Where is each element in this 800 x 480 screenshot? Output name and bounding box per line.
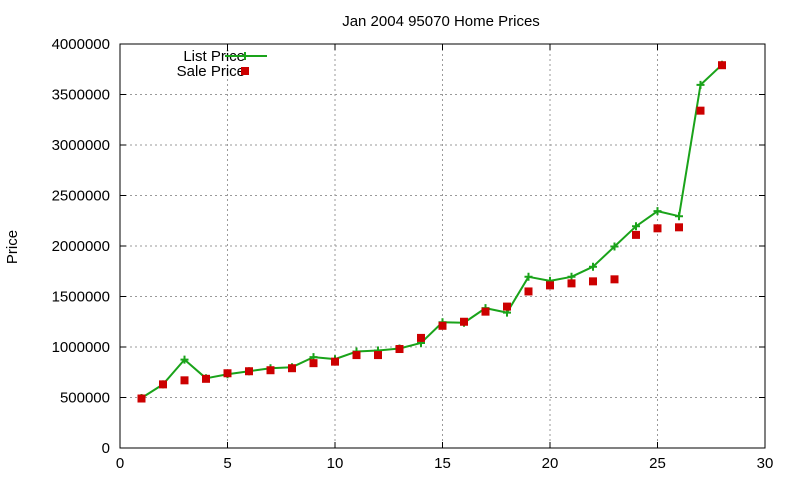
- sale-price-point: [288, 364, 296, 373]
- sale-price-point: [675, 223, 683, 232]
- y-tick-label: 4000000: [52, 36, 110, 53]
- list-price-point: [524, 272, 533, 281]
- sale-price-point: [309, 359, 318, 368]
- y-tick-label: 1500000: [52, 289, 110, 306]
- x-tick-label: 15: [434, 455, 451, 472]
- y-tick-label: 2000000: [52, 238, 110, 255]
- sale-price-point: [481, 307, 490, 316]
- y-axis-label: Price: [4, 230, 21, 264]
- series-line-list-price: [140, 63, 723, 399]
- sale-price-point: [352, 351, 361, 360]
- list-price-point: [632, 222, 640, 231]
- legend-marker-list-price: [241, 52, 249, 60]
- sale-price-point: [395, 345, 404, 354]
- sale-price-point: [266, 366, 275, 375]
- x-tick-label: 25: [649, 455, 666, 472]
- x-tick-label: 20: [542, 455, 559, 472]
- sale-price-point: [202, 374, 210, 383]
- sale-price-point: [245, 367, 253, 376]
- sale-price-point: [696, 106, 705, 115]
- y-tick-label: 500000: [60, 390, 110, 407]
- y-tick-label: 1000000: [52, 339, 110, 356]
- sale-price-point: [567, 279, 576, 288]
- y-tick-label: 2500000: [52, 188, 110, 205]
- legend: List Price Sale Price: [177, 48, 267, 80]
- sale-price-point: [503, 302, 511, 311]
- y-tick-label: 0: [102, 440, 110, 457]
- series-layer: [137, 60, 726, 403]
- sale-price-point: [438, 321, 447, 330]
- legend-label-list-price: List Price: [183, 48, 245, 65]
- chart-title: Jan 2004 95070 Home Prices: [342, 13, 540, 30]
- x-tick-label: 10: [327, 455, 344, 472]
- sale-price-point: [524, 287, 533, 296]
- list-price-point: [610, 242, 619, 251]
- sale-price-point: [159, 380, 167, 389]
- y-tick-labels: 0 500000 1000000 1500000 2000000 2500000 30000…: [52, 36, 110, 457]
- sale-price-point: [331, 357, 339, 366]
- y-tick-label: 3000000: [52, 137, 110, 154]
- sale-price-point: [417, 333, 425, 342]
- list-price-point: [653, 207, 662, 216]
- sale-price-point: [374, 351, 382, 360]
- x-tick-labels: 0 5 10 15 20 25 30: [116, 455, 774, 472]
- axis-ticks: [119, 43, 766, 449]
- sale-price-point: [718, 61, 726, 70]
- grid-lines: [120, 44, 765, 448]
- list-price-point: [696, 80, 705, 89]
- legend-label-sale-price: Sale Price: [177, 63, 245, 80]
- sale-price-point: [460, 317, 468, 326]
- list-price-point: [180, 355, 189, 364]
- sale-price-point: [632, 230, 640, 239]
- sale-price-point: [223, 369, 232, 378]
- legend-marker-sale-price: [241, 67, 249, 75]
- y-tick-label: 3500000: [52, 87, 110, 104]
- sale-price-point: [589, 277, 597, 286]
- sale-price-point: [180, 376, 189, 385]
- list-price-point: [589, 262, 597, 271]
- list-price-point: [675, 212, 683, 221]
- x-tick-label: 30: [757, 455, 774, 472]
- sale-price-point: [137, 394, 146, 403]
- sale-price-point: [610, 275, 619, 284]
- sale-price-point: [653, 224, 662, 233]
- x-tick-label: 5: [223, 455, 231, 472]
- sale-price-point: [546, 281, 554, 290]
- x-tick-label: 0: [116, 455, 124, 472]
